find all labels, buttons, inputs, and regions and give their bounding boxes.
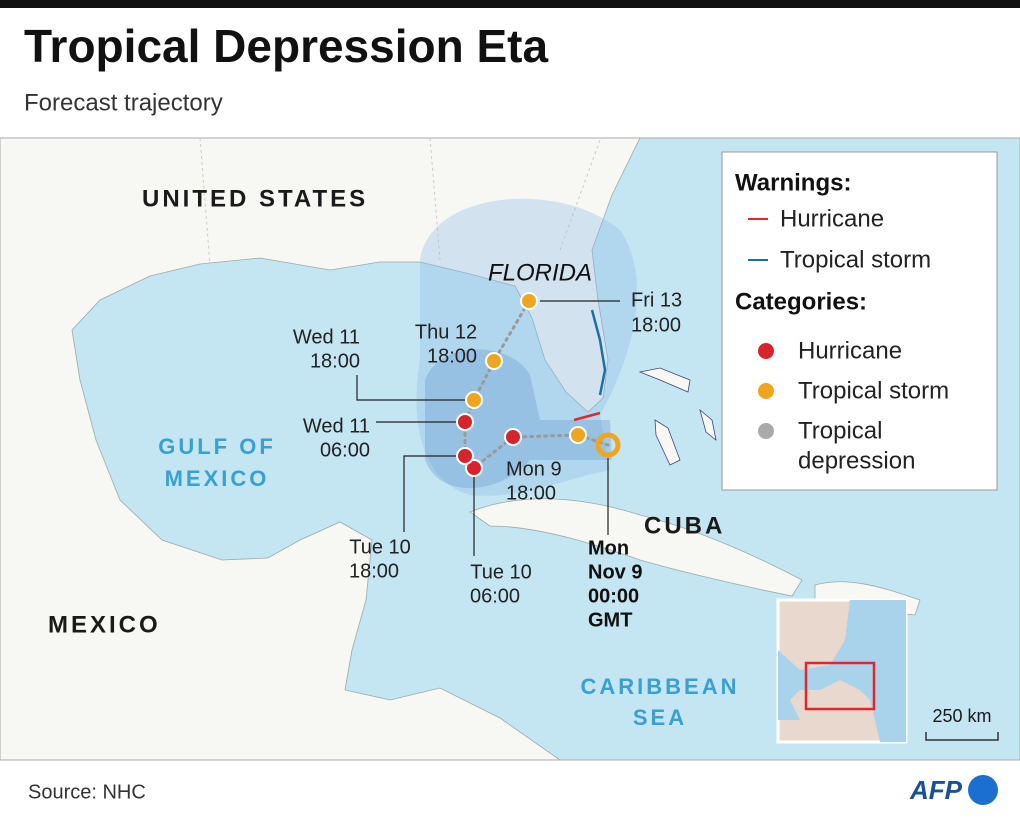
bahamas [638,367,717,466]
subtitle: Forecast trajectory [24,89,223,116]
time-label: Mon [588,537,629,559]
legend-swatch [758,343,774,359]
sea-label: GULF OF [158,434,276,459]
time-label: 18:00 [506,482,556,504]
legend-label: Tropical storm [780,246,931,273]
time-label: Wed 11 [303,415,370,437]
mainland [0,138,641,760]
top-bar [0,0,1020,8]
sea-label: SEA [633,705,687,730]
storm-point [485,352,503,370]
cuba [469,498,803,597]
hurricane-point [504,428,522,446]
title: Tropical Depression Eta [24,20,548,72]
time-label: 06:00 [470,585,520,607]
scale-bar [925,732,999,741]
time-label: 18:00 [631,314,681,336]
logo-mark [968,775,998,805]
sea-label: MEXICO [165,466,270,491]
storm-point [465,391,483,409]
legend-label: Tropical storm [798,377,949,404]
legend-swatch [758,383,774,399]
borders [199,138,601,266]
legend-label: Hurricane [780,205,884,232]
time-label: Tue 10 [349,536,411,558]
legend-title: Categories: [735,288,867,315]
country-label: MEXICO [48,611,161,638]
legend-label: depression [798,447,915,474]
hurricane-point [456,447,474,465]
leader [403,455,457,532]
scale-label: 250 km [932,706,991,726]
time-label: Tue 10 [470,561,532,583]
time-label: 18:00 [427,345,477,367]
legend: Warnings: Hurricane Tropical storm Categ… [721,151,998,491]
logo: AFP [909,775,963,805]
hurricane-warning [573,411,601,422]
hurricane-point [465,459,483,477]
storm-point [520,292,538,310]
sea-label: CARIBBEAN [581,674,740,699]
source: Source: NHC [28,781,146,803]
time-label: 06:00 [320,439,370,461]
time-label: 00:00 [588,585,639,607]
legend-label: Tropical [798,417,882,444]
legend-label: Hurricane [798,337,902,364]
time-label: 18:00 [310,350,360,372]
time-label: GMT [588,609,632,631]
legend-swatch [758,423,774,439]
time-label: Thu 12 [415,321,477,343]
state-label: FLORIDA [488,259,592,286]
time-label: Nov 9 [588,561,642,583]
map-frame [0,137,1020,761]
time-label: Mon 9 [506,458,562,480]
leader [356,375,466,401]
current-position [595,432,621,458]
storm-point [569,426,587,444]
time-label: Fri 13 [631,289,682,311]
hurricane-point [456,413,474,431]
storm-warning [590,309,607,396]
inset-map [776,598,908,744]
time-label: 18:00 [349,560,399,582]
inset-highlight [804,661,876,711]
time-label: Wed 11 [293,326,360,348]
country-label: CUBA [644,512,725,539]
legend-title: Warnings: [735,169,851,196]
country-label: UNITED STATES [142,185,368,212]
